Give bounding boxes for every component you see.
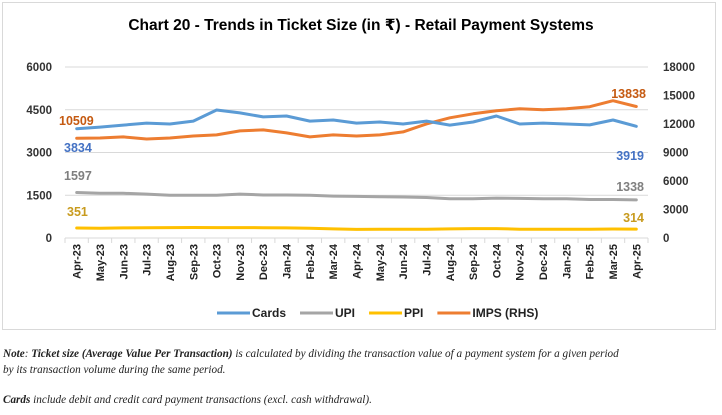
- y-tick-label: 1500: [26, 190, 52, 202]
- note-cards-term: Cards: [3, 394, 31, 406]
- x-tick-label: Jul-23: [142, 244, 154, 276]
- x-tick-label: Apr-24: [352, 243, 364, 279]
- data-label-start-upi: 1597: [64, 169, 92, 183]
- chart-container: [2, 2, 716, 330]
- x-tick-label: Feb-25: [585, 244, 597, 279]
- x-tick-label: Feb-24: [305, 243, 317, 279]
- y2-tick-label: 3000: [663, 205, 689, 217]
- x-tick-label: Oct-23: [212, 244, 224, 278]
- x-tick-label: Aug-23: [165, 244, 177, 281]
- x-tick-label: Jan-24: [282, 243, 294, 279]
- x-tick-label: Jul-24: [421, 243, 433, 276]
- x-tick-label: Dec-24: [538, 243, 550, 280]
- x-tick-label: Dec-23: [258, 244, 270, 280]
- x-tick-label: Mar-25: [608, 244, 620, 279]
- x-tick-label: May-23: [95, 244, 107, 281]
- note-cards-text: include debit and credit card payment tr…: [30, 394, 372, 406]
- y-tick-label: 6000: [26, 62, 52, 74]
- series-line-imps-rhs: [75, 99, 638, 141]
- series-line-upi: [75, 191, 638, 202]
- y2-tick-label: 6000: [663, 176, 689, 188]
- x-tick-label: Sep-23: [188, 244, 200, 280]
- x-tick-label: May-24: [375, 243, 387, 281]
- legend-label-imps-rhs: IMPS (RHS): [472, 306, 538, 320]
- note-text: is calculated by dividing the transactio…: [232, 348, 619, 360]
- x-tick-label: Jun-23: [118, 244, 130, 279]
- x-tick-label: Sep-24: [468, 243, 480, 280]
- data-label-end-imps-rhs: 13838: [611, 87, 646, 101]
- legend-label-cards: Cards: [252, 306, 286, 320]
- note-text-line2: by its transaction volume during the sam…: [3, 364, 226, 376]
- legend-label-upi: UPI: [335, 306, 355, 320]
- series-line-ppi: [75, 226, 638, 231]
- x-tick-label: Apr-23: [72, 244, 84, 279]
- note-term: Ticket size (Average Value Per Transacti…: [31, 348, 233, 360]
- x-tick-label: Jan-25: [561, 244, 573, 279]
- line-chart: 0 1500 3000 4500 6000 0 3000 6000 9000 12000 15000…: [26, 62, 695, 320]
- y2-tick-label: 0: [663, 233, 669, 245]
- x-tick-label: Nov-23: [235, 244, 247, 281]
- y-tick-label: 0: [46, 233, 52, 245]
- note-cards: Cards include debit and credit card paym…: [3, 392, 372, 408]
- data-label-end-upi: 1338: [616, 180, 644, 194]
- x-tick-label: Aug-24: [445, 243, 457, 281]
- note-ticket-size: Note: Ticket size (Average Value Per Tra…: [3, 346, 619, 378]
- x-tick-label: Apr-25: [631, 244, 643, 279]
- data-label-end-ppi: 314: [623, 211, 644, 225]
- x-tick-label: Jun-24: [398, 243, 410, 279]
- y-tick-label: 3000: [26, 148, 52, 160]
- legend-label-ppi: PPI: [404, 306, 423, 320]
- data-label-start-imps-rhs: 10509: [59, 114, 94, 128]
- x-tick-label: Nov-24: [515, 243, 527, 281]
- x-tick-label: Mar-24: [328, 243, 340, 279]
- x-tick-label: Oct-24: [491, 243, 503, 278]
- y2-tick-label: 15000: [663, 91, 695, 103]
- data-label-start-cards: 3834: [64, 141, 92, 155]
- y-tick-label: 4500: [26, 105, 52, 117]
- data-label-start-ppi: 351: [67, 205, 88, 219]
- data-label-end-cards: 3919: [616, 149, 644, 163]
- series-line-cards: [75, 108, 638, 131]
- note-separator: :: [24, 348, 32, 360]
- y2-tick-label: 12000: [663, 119, 695, 131]
- y2-tick-label: 9000: [663, 148, 689, 160]
- note-label: Note: [3, 348, 25, 360]
- y2-tick-label: 18000: [663, 62, 695, 74]
- chart-title: Chart 20 - Trends in Ticket Size (in ₹) …: [128, 17, 594, 34]
